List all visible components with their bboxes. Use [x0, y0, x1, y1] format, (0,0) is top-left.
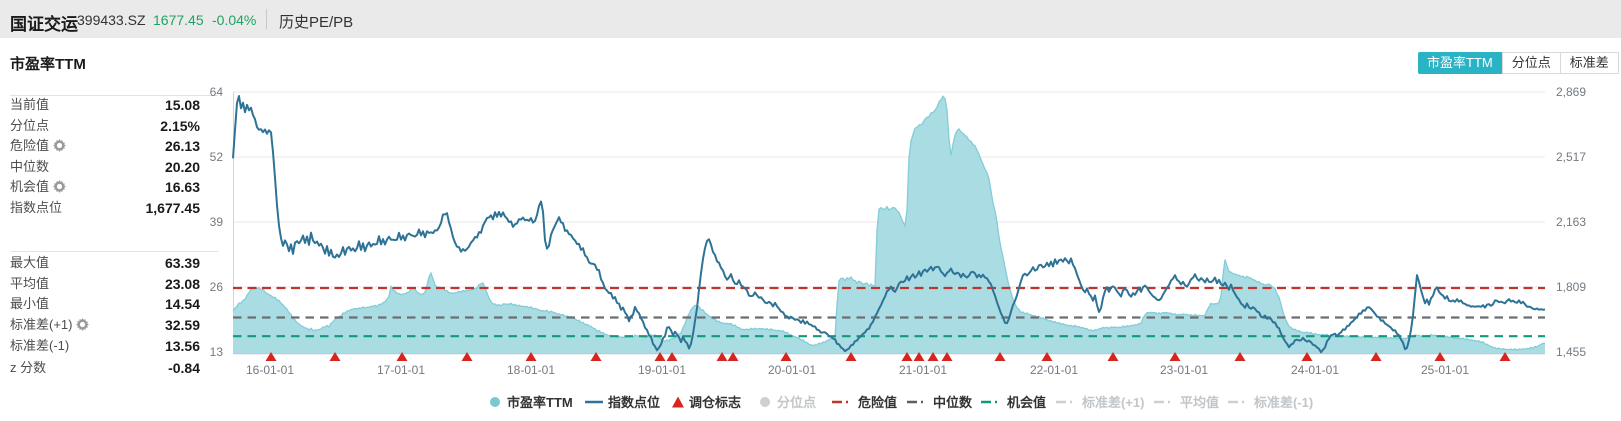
svg-text:机会值: 机会值: [1007, 395, 1046, 410]
svg-text:分位点: 分位点: [777, 395, 816, 410]
svg-text:64: 64: [210, 85, 224, 99]
svg-text:1,809: 1,809: [1556, 280, 1586, 294]
svg-text:2,163: 2,163: [1556, 215, 1586, 229]
svg-text:24-01-01: 24-01-01: [1291, 363, 1339, 377]
svg-text:25-01-01: 25-01-01: [1421, 363, 1469, 377]
svg-text:标准差(+1): 标准差(+1): [1081, 395, 1144, 410]
svg-text:危险值: 危险值: [858, 395, 897, 410]
svg-text:39: 39: [210, 215, 224, 229]
svg-text:标准差(-1): 标准差(-1): [1253, 395, 1313, 410]
svg-text:21-01-01: 21-01-01: [899, 363, 947, 377]
svg-text:1,455: 1,455: [1556, 345, 1586, 359]
svg-text:2,869: 2,869: [1556, 85, 1586, 99]
svg-text:17-01-01: 17-01-01: [377, 363, 425, 377]
svg-text:调仓标志: 调仓标志: [689, 395, 741, 410]
svg-text:2,517: 2,517: [1556, 150, 1586, 164]
svg-text:20-01-01: 20-01-01: [768, 363, 816, 377]
svg-text:23-01-01: 23-01-01: [1160, 363, 1208, 377]
svg-text:指数点位: 指数点位: [608, 395, 660, 410]
svg-text:22-01-01: 22-01-01: [1030, 363, 1078, 377]
svg-text:26: 26: [210, 280, 224, 294]
svg-text:52: 52: [210, 150, 224, 164]
svg-text:18-01-01: 18-01-01: [507, 363, 555, 377]
svg-text:市盈率TTM: 市盈率TTM: [507, 395, 573, 410]
svg-text:中位数: 中位数: [933, 395, 973, 410]
svg-text:平均值: 平均值: [1180, 395, 1219, 410]
svg-text:19-01-01: 19-01-01: [638, 363, 686, 377]
svg-text:13: 13: [210, 345, 224, 359]
svg-text:16-01-01: 16-01-01: [246, 363, 294, 377]
